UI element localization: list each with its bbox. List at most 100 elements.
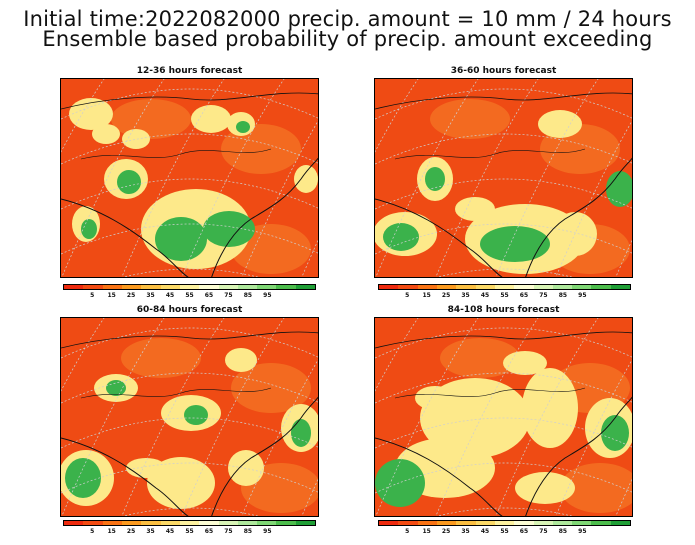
colorbar-tick-label: 5 [90, 292, 95, 299]
colorbar-labels: 5 15 25 35 45 55 65 75 85 95 [378, 292, 631, 302]
colorbar-swatch [160, 285, 180, 289]
colorbar-swatch [160, 521, 180, 525]
colorbar-tick-label: 45 [480, 292, 490, 299]
precip-probability-area [522, 368, 578, 448]
border-line [394, 387, 586, 399]
precip-probability-area [122, 129, 150, 149]
parallel-line [375, 178, 632, 210]
coastline [525, 157, 632, 277]
precip-probability-area [126, 458, 166, 478]
colorbar-labels: 5 15 25 35 45 55 65 75 85 95 [63, 528, 316, 538]
colorbar-swatch [83, 521, 103, 525]
colorbar-swatch [218, 285, 238, 289]
colorbar-swatch [494, 521, 515, 525]
border-line [61, 331, 318, 349]
precip-probability-area [480, 226, 550, 262]
colorbar-tick-label: 5 [90, 528, 95, 535]
colorbar-swatches [378, 284, 631, 290]
coastline [375, 437, 503, 516]
colorbar-tick-label: 45 [480, 528, 490, 535]
precip-probability-area [184, 405, 208, 425]
colorbar-swatch [141, 285, 161, 289]
moderate-precip-area [121, 338, 201, 378]
meridian-line [61, 318, 165, 516]
colorbar-tick-label: 85 [243, 292, 253, 299]
meridian-line [615, 239, 632, 277]
precip-probability-area [515, 472, 575, 504]
colorbar-swatch [121, 521, 142, 525]
parallel-line [61, 417, 318, 449]
meridian-line [375, 318, 479, 516]
colorbar-swatch [533, 521, 553, 525]
colorbar-swatches [63, 520, 316, 526]
panel-title: 12-36 hours forecast [136, 66, 243, 76]
moderate-precip-area [440, 338, 520, 378]
colorbar-tick-label: 75 [539, 528, 548, 535]
colorbar-tick-label: 55 [500, 292, 509, 299]
colorbar-swatch [199, 521, 219, 525]
forecast-panel-60-84: 60-84 hours forecast [60, 305, 319, 517]
colorbar-labels: 5 15 25 35 45 55 65 75 85 95 [378, 528, 631, 538]
colorbar-swatch [379, 285, 399, 289]
parallel-line [375, 417, 632, 449]
meridian-line [241, 359, 318, 516]
precip-probability-area [106, 380, 126, 396]
panel-title: 60-84 hours forecast [136, 305, 243, 315]
parallel-line [375, 462, 632, 494]
colorbar-tick-label: 45 [165, 528, 175, 535]
colorbar-tick-label: 95 [263, 292, 272, 299]
colorbar-swatch [398, 285, 418, 289]
colorbar-swatch [102, 521, 122, 525]
colorbar-swatch [276, 521, 296, 525]
precip-probability-area [81, 219, 97, 239]
colorbar-swatch [64, 285, 84, 289]
precip-probability-area [92, 124, 120, 144]
colorbar: 5 15 25 35 45 55 65 75 85 95 [378, 520, 631, 538]
precip-probability-area [383, 223, 419, 251]
colorbar-swatches [63, 284, 316, 290]
colorbar-tick-label: 15 [107, 528, 116, 535]
meridian-line [375, 79, 479, 277]
precip-probability-area [291, 419, 311, 447]
meridian-line [121, 318, 225, 516]
colorbar-tick-label: 85 [558, 292, 568, 299]
forecast-panel-84-108: 84-108 hours forecast [374, 305, 633, 517]
colorbar-swatch [610, 521, 631, 525]
colorbar-tick-label: 25 [126, 528, 136, 535]
colorbar-swatch [398, 521, 418, 525]
border-line [375, 331, 632, 349]
colorbar-tick-label: 25 [126, 292, 136, 299]
meridian-line [495, 318, 599, 516]
colorbar-swatch [475, 285, 495, 289]
precip-probability-area [455, 197, 495, 221]
colorbar-swatch [257, 285, 277, 289]
colorbar-tick-label: 35 [461, 528, 470, 535]
parallel-line [375, 372, 632, 404]
colorbar-tick-label: 95 [578, 528, 587, 535]
colorbar-tick-label: 65 [519, 292, 529, 299]
precip-probability-area [294, 165, 318, 193]
panel-title: 84-108 hours forecast [447, 305, 560, 315]
colorbar-swatch [417, 521, 437, 525]
colorbar-tick-label: 5 [405, 292, 410, 299]
colorbar-swatch [572, 285, 592, 289]
colorbar-tick-label: 35 [146, 528, 155, 535]
coastline [525, 396, 632, 516]
meridian-line [555, 120, 632, 277]
parallel-line [61, 223, 318, 255]
precip-probability-area [375, 459, 425, 507]
colorbar-swatch [552, 521, 573, 525]
parallel-line [61, 372, 318, 404]
precip-probability-area [503, 351, 547, 375]
colorbar-swatch [237, 285, 258, 289]
colorbar-swatches [378, 520, 631, 526]
colorbar-swatch [237, 521, 258, 525]
colorbar-tick-label: 65 [204, 528, 214, 535]
colorbar-tick-label: 75 [224, 292, 233, 299]
parallel-line [375, 133, 632, 165]
colorbar-tick-label: 45 [165, 292, 175, 299]
colorbar-tick-label: 35 [146, 292, 155, 299]
colorbar-tick-label: 55 [500, 528, 509, 535]
colorbar-swatch [379, 521, 399, 525]
moderate-precip-area [560, 463, 632, 513]
